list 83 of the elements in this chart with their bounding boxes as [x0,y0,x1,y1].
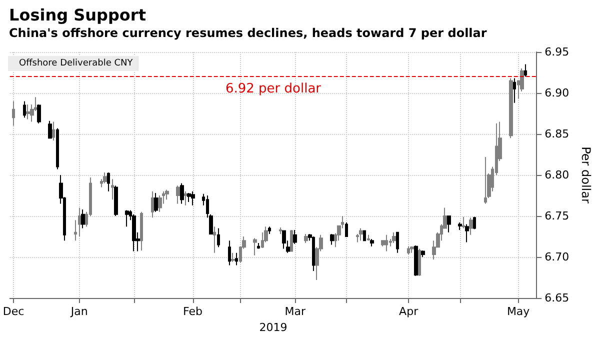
candlestick [213,226,216,254]
candlestick [154,192,158,212]
candlestick [421,250,425,258]
candlestick [78,207,81,237]
candlestick [367,234,370,242]
x-tick-label: Dec [2,305,24,318]
candlestick [469,217,473,236]
x-tick-label: May [506,305,530,318]
candlestick [513,78,516,104]
candlestick [279,226,282,235]
candlestick [304,234,308,244]
candlestick [330,234,334,246]
candlestick [235,252,238,266]
candlestick [407,246,410,256]
candlestick [140,211,143,251]
candlestick [37,104,41,124]
candlestick [191,190,195,206]
candlestick [111,178,114,200]
candlestick [151,190,154,218]
candlestick [524,64,527,78]
candlestick [282,230,286,250]
candlestick [290,229,293,252]
candlestick [458,222,462,230]
y-tick-label: 6.70 [544,250,570,264]
candlestick [484,156,487,204]
candlestick [253,238,257,256]
candlestick [12,100,15,126]
candlestick [293,229,297,244]
x-tick-label: Apr [399,305,419,318]
candlestick [392,232,396,244]
candlestick [462,216,465,229]
x-tick-label: Mar [284,305,306,318]
candlestick [114,185,118,216]
candlestick [228,240,231,266]
x-tick-label: Feb [183,305,203,318]
candlestick [396,232,399,254]
candlestick [107,172,110,192]
chart-title: Losing Support [9,6,146,24]
y-tick-label: 6.75 [544,210,570,222]
candlestick [370,238,374,247]
candlestick [52,121,55,142]
x-tick-label: Jan [70,305,88,318]
candlestick [509,78,513,139]
candlestick [132,214,136,252]
y-tick-label: 6.95 [544,46,570,58]
candlestick [418,248,421,276]
candlestick [447,216,451,233]
chart-subtitle: China's offshore currency resumes declines, heads toward 7 per dollar [9,26,487,40]
y-axis-title: Per dollar [579,146,593,204]
candlestick [56,128,59,170]
candlestick [217,228,220,248]
candlestick [345,222,348,237]
text: Offshore Deliverable CNY [19,58,134,68]
candlestick [48,120,52,139]
candlestick [180,182,184,204]
candlestick [74,220,77,242]
candlestick [158,195,162,212]
x-axis-title: 2019 [259,320,288,334]
candlestick [176,185,180,204]
candlestick [231,252,235,262]
candlestick [414,245,418,276]
candlestick [103,172,107,184]
y-tick-label: 6.90 [544,86,570,100]
y-tick-label: 6.65 [544,292,570,304]
candlestick [363,230,366,242]
candlestick [268,226,271,235]
candlestick [359,228,363,242]
candlestick [257,242,260,250]
candlestick [187,192,191,203]
candlestick [385,234,388,252]
candlestick [184,190,187,206]
candlestick [81,208,85,229]
y-tick-label: 6.85 [544,128,570,140]
candlestick [465,224,469,243]
candlestick [23,100,26,118]
candlestick [312,236,315,272]
candlestick [165,189,169,200]
candlestick [26,104,30,120]
candlestick [473,216,476,230]
ref-line-label: 6.92 per dollar [225,82,322,97]
candlestick [125,210,129,228]
candlestick [410,246,414,254]
y-tick-label: 6.80 [544,168,570,182]
